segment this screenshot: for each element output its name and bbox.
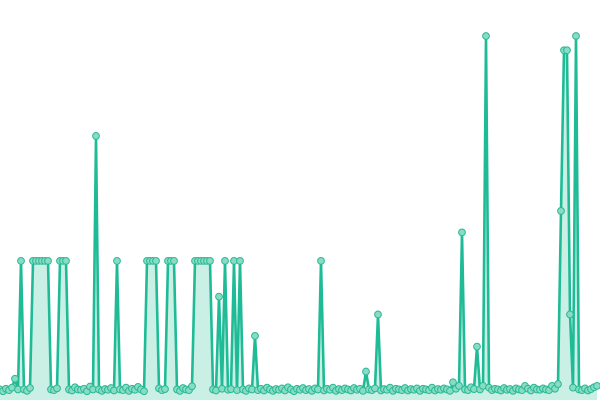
data-point-122 [362, 367, 370, 376]
data-point-159 [473, 342, 481, 351]
line-layer [0, 34, 598, 393]
data-point-64 [188, 382, 196, 391]
data-point-151 [449, 378, 457, 387]
data-point-126 [374, 310, 382, 319]
data-point-85 [251, 331, 259, 340]
data-point-75 [221, 257, 229, 265]
data-point-10 [26, 384, 34, 392]
data-point-70 [206, 257, 214, 265]
data-point-32 [92, 132, 100, 140]
area-layer [0, 36, 597, 400]
data-point-55 [161, 385, 169, 393]
data-point-19 [53, 384, 61, 393]
data-point-153 [455, 381, 463, 390]
data-point-48 [140, 387, 148, 396]
series-area [0, 36, 597, 400]
data-point-5 [11, 374, 19, 383]
data-point-107 [317, 257, 325, 265]
data-point-16 [44, 257, 52, 265]
data-point-52 [152, 257, 160, 265]
series-line [0, 34, 598, 393]
data-point-162 [482, 32, 490, 40]
data-point-22 [62, 257, 70, 265]
data-point-192 [572, 32, 580, 40]
data-point-39 [113, 257, 121, 265]
data-point-58 [170, 257, 178, 265]
data-point-154 [458, 228, 466, 237]
data-point-187 [557, 207, 565, 215]
data-point-73 [215, 292, 223, 301]
data-point-186 [554, 380, 562, 388]
data-point-190 [566, 310, 574, 319]
marker-layer [0, 32, 600, 396]
data-point-7 [17, 257, 25, 265]
data-point-80 [236, 257, 244, 265]
data-point-189 [563, 46, 571, 55]
data-point-199 [593, 381, 600, 390]
